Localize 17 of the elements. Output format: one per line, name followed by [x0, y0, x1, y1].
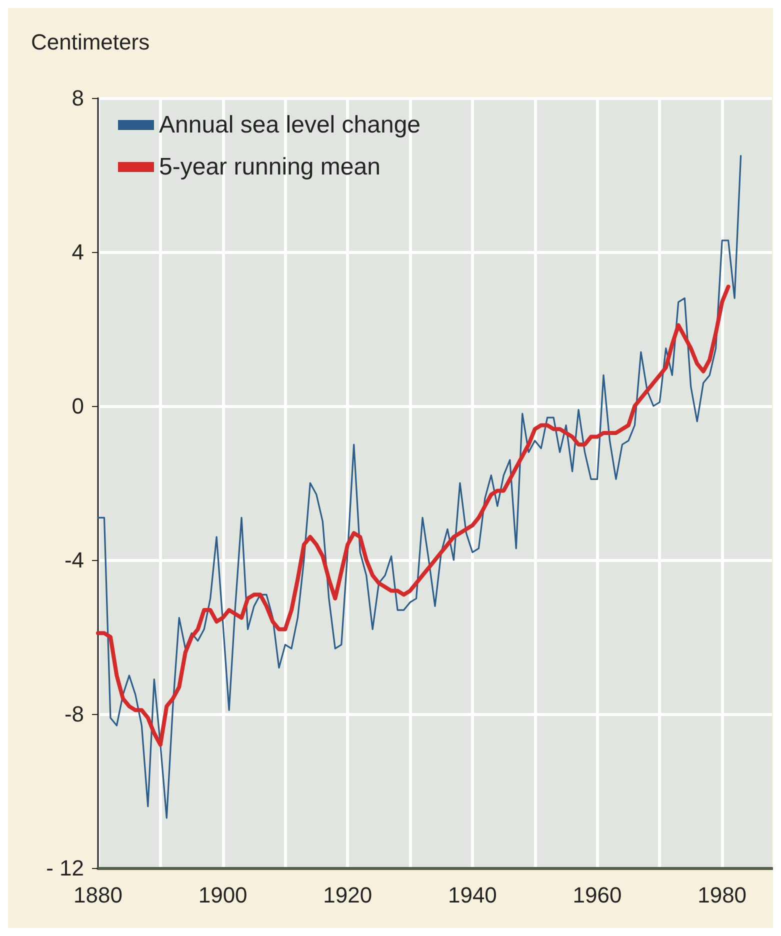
y-tick-label: -8 [64, 702, 84, 726]
x-tick-label: 1880 [74, 882, 122, 908]
y-tick-label: -4 [64, 548, 84, 572]
y-axis-title: Centimeters [31, 30, 150, 54]
legend-label: 5-year running mean [159, 154, 380, 180]
y-tick-label: 4 [72, 240, 84, 264]
line-series [96, 284, 730, 747]
y-tick-label: 8 [72, 86, 84, 110]
y-tick-label: 0 [72, 394, 84, 418]
x-tick-label: 1960 [572, 882, 622, 908]
line-series [97, 154, 742, 819]
x-tick-label: 1920 [323, 882, 372, 908]
y-tick-label: - 12 [46, 856, 84, 880]
x-tick-label: 1900 [198, 882, 248, 908]
x-tick-label: 1980 [698, 882, 747, 908]
legend-label: Annual sea level change [159, 112, 421, 138]
x-tick-label: 1940 [448, 882, 497, 908]
